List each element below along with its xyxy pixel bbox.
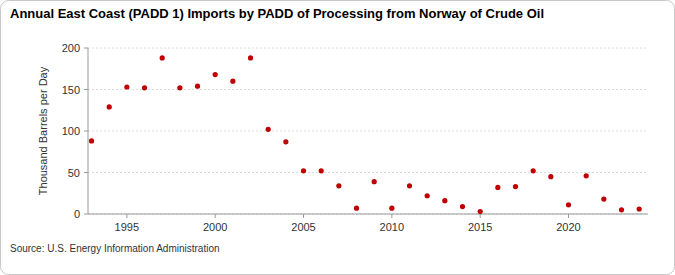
point bbox=[266, 127, 271, 132]
tick-label: 2010 bbox=[380, 221, 404, 233]
point bbox=[354, 206, 359, 211]
tick-label: 100 bbox=[62, 125, 80, 137]
point bbox=[319, 168, 324, 173]
tick bbox=[84, 214, 88, 215]
point bbox=[478, 209, 483, 214]
tick-label: 2020 bbox=[556, 221, 580, 233]
chart: Annual East Coast (PADD 1) Imports by PA… bbox=[0, 0, 675, 275]
point bbox=[513, 184, 518, 189]
grid-line bbox=[88, 48, 648, 49]
point bbox=[160, 55, 165, 60]
tick-label: 200 bbox=[62, 42, 80, 54]
point bbox=[230, 79, 235, 84]
point bbox=[89, 138, 94, 143]
tick-label: 2000 bbox=[203, 221, 227, 233]
point bbox=[566, 202, 571, 207]
point bbox=[425, 193, 430, 198]
point bbox=[177, 85, 182, 90]
tick bbox=[126, 214, 127, 218]
point bbox=[124, 84, 129, 89]
grid-line bbox=[88, 214, 648, 215]
point bbox=[601, 196, 606, 201]
y-axis bbox=[88, 48, 89, 214]
grid-line bbox=[88, 172, 648, 173]
point bbox=[372, 179, 377, 184]
point bbox=[531, 168, 536, 173]
source: Source: U.S. Energy Information Administ… bbox=[10, 243, 220, 254]
points bbox=[89, 55, 642, 214]
point bbox=[336, 183, 341, 188]
point bbox=[389, 206, 394, 211]
point bbox=[407, 183, 412, 188]
grid-line bbox=[88, 131, 648, 132]
tick-label: 2005 bbox=[291, 221, 315, 233]
tick bbox=[84, 89, 88, 90]
tick bbox=[215, 214, 216, 218]
x-axis bbox=[88, 214, 648, 215]
tick bbox=[568, 214, 569, 218]
tick bbox=[84, 172, 88, 173]
point bbox=[283, 139, 288, 144]
tick-label: 50 bbox=[68, 167, 80, 179]
title: Annual East Coast (PADD 1) Imports by PA… bbox=[10, 6, 544, 21]
point bbox=[301, 168, 306, 173]
tick-label: 2015 bbox=[468, 221, 492, 233]
point bbox=[619, 207, 624, 212]
tick-label: 150 bbox=[62, 84, 80, 96]
point bbox=[584, 173, 589, 178]
point bbox=[248, 55, 253, 60]
point bbox=[548, 174, 553, 179]
point bbox=[460, 204, 465, 209]
point bbox=[142, 85, 147, 90]
tick-label: 0 bbox=[74, 208, 80, 220]
tick bbox=[303, 214, 304, 218]
point bbox=[213, 72, 218, 77]
point bbox=[107, 104, 112, 109]
point bbox=[442, 198, 447, 203]
tick bbox=[84, 131, 88, 132]
tick-label: 1995 bbox=[115, 221, 139, 233]
point bbox=[637, 206, 642, 211]
point bbox=[195, 84, 200, 89]
y-axis-label: Thousand Barrels per Day bbox=[37, 66, 49, 195]
frame bbox=[1, 1, 675, 275]
tick bbox=[480, 214, 481, 218]
tick bbox=[84, 48, 88, 49]
tick bbox=[391, 214, 392, 218]
point bbox=[495, 185, 500, 190]
grid-line bbox=[88, 89, 648, 90]
